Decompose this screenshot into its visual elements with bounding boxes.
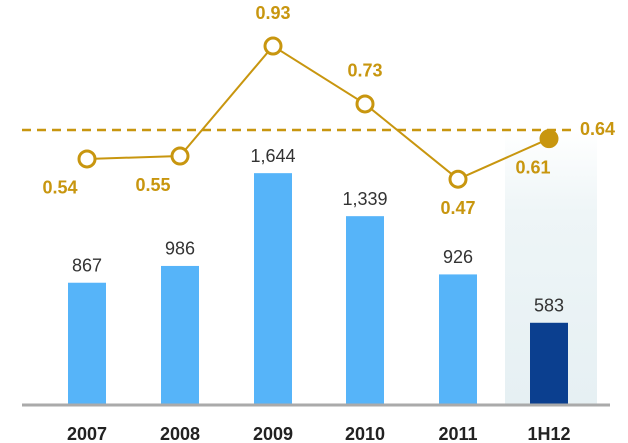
x-tick-label: 2009 xyxy=(253,424,293,443)
bar-value-label: 986 xyxy=(165,239,195,259)
line-value-label: 0.54 xyxy=(42,178,77,198)
bar xyxy=(530,322,568,405)
line-marker xyxy=(263,36,283,56)
bar xyxy=(254,173,292,405)
line-marker xyxy=(539,129,559,149)
bar xyxy=(161,265,199,405)
line-value-label: 0.55 xyxy=(135,175,170,195)
line-marker xyxy=(448,169,468,189)
x-tick-label: 2010 xyxy=(345,424,385,443)
bar-value-label: 1,644 xyxy=(250,146,295,166)
bar-value-label: 867 xyxy=(72,255,102,275)
line-marker xyxy=(355,94,375,114)
line xyxy=(86,44,550,181)
bar xyxy=(68,282,106,405)
x-tick-label: 1H12 xyxy=(527,424,570,443)
bar xyxy=(346,216,384,405)
bar-value-label: 926 xyxy=(443,247,473,267)
bar-value-label: 1,339 xyxy=(342,189,387,209)
line-marker xyxy=(170,146,190,166)
line-marker xyxy=(77,149,97,169)
line-value-label: 0.93 xyxy=(255,3,290,23)
bar xyxy=(439,274,477,405)
bar-value-label: 583 xyxy=(534,296,564,316)
line-value-label: 0.73 xyxy=(347,61,382,81)
line-value-label: 0.61 xyxy=(515,157,550,177)
x-tick-label: 2008 xyxy=(160,424,200,443)
reference-label: 0.64 xyxy=(580,119,615,139)
x-tick-label: 2007 xyxy=(67,424,107,443)
line-value-label: 0.47 xyxy=(440,198,475,218)
x-tick-label: 2011 xyxy=(438,424,477,443)
